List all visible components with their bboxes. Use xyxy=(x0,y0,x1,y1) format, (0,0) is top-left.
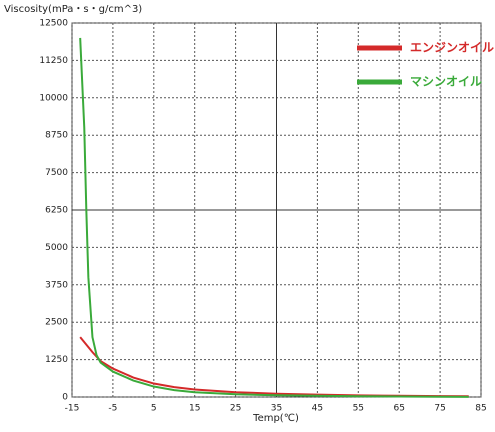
y-tick-label: 11250 xyxy=(39,56,68,66)
y-tick-label: 6250 xyxy=(45,206,68,216)
y-tick-label: 3750 xyxy=(45,280,68,290)
x-tick-label: 35 xyxy=(271,404,282,414)
x-tick-label: 65 xyxy=(393,404,404,414)
legend-label: マシンオイル xyxy=(410,75,482,89)
x-tick-label: 25 xyxy=(230,404,241,414)
y-tick-label: 1250 xyxy=(45,355,68,365)
y-tick-label: 10000 xyxy=(39,93,68,103)
x-tick-label: -15 xyxy=(65,404,80,414)
chart-title: Viscosity(mPa・s・g/cm^3) xyxy=(4,4,142,15)
x-tick-label: 45 xyxy=(312,404,323,414)
y-tick-label: 8750 xyxy=(45,131,68,141)
x-tick-label: 15 xyxy=(189,404,200,414)
x-tick-label: 85 xyxy=(475,404,486,414)
x-tick-label: -5 xyxy=(108,404,117,414)
x-tick-label: 75 xyxy=(434,404,445,414)
series-line xyxy=(79,37,469,398)
y-tick-label: 5000 xyxy=(45,243,68,253)
y-tick-label: 7500 xyxy=(45,168,68,178)
x-axis-label: Temp(℃) xyxy=(252,413,299,424)
y-tick-label: 2500 xyxy=(45,318,68,328)
x-tick-label: 5 xyxy=(151,404,157,414)
legend-label: エンジンオイル xyxy=(410,41,494,55)
y-tick-label: 0 xyxy=(62,393,68,403)
y-tick-label: 12500 xyxy=(39,19,68,29)
x-tick-label: 55 xyxy=(353,404,364,414)
